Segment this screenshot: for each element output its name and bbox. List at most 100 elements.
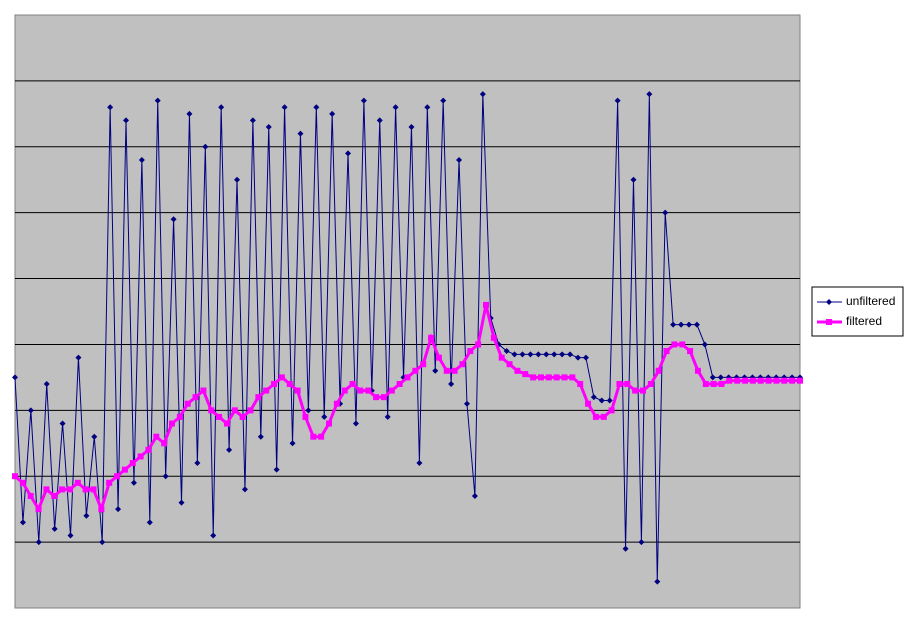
data-point [592,413,599,420]
data-point [90,486,97,493]
data-point [710,380,717,387]
data-point [404,374,411,381]
data-point [432,367,439,374]
data-point [718,380,725,387]
data-point [326,420,332,427]
data-point [543,351,550,358]
data-point [463,400,470,407]
data-point [192,394,199,401]
data-point [91,433,98,440]
data-point [200,387,207,394]
data-point [694,367,701,374]
data-point [345,150,352,157]
data-point [646,91,653,98]
data-point [551,351,558,358]
data-point [590,394,597,401]
data-point [685,321,692,328]
data-point [456,156,463,163]
data-point [27,492,34,499]
data-point [537,374,544,381]
data-point [360,97,367,104]
data-point [388,387,395,394]
data-point [530,374,537,381]
data-point [123,117,130,124]
data-point [709,374,716,381]
legend-box [811,286,904,337]
data-point [202,143,209,150]
data-point [129,460,136,467]
data-point [66,486,73,493]
data-point [514,367,521,374]
data-point [318,433,325,440]
data-point [749,377,756,384]
data-point [305,407,312,414]
data-point [99,539,106,546]
data-point [506,361,513,368]
data-point [380,394,387,401]
data-point [443,367,450,374]
data-point [216,413,223,420]
data-point [511,351,518,358]
data-point [43,486,50,493]
data-point [640,387,646,394]
data-point [670,321,677,328]
data-point [241,486,248,493]
data-point [545,374,552,381]
data-point [663,348,670,355]
data-point [263,387,270,394]
data-point [582,354,589,361]
data-point [467,348,474,355]
data-point [734,377,741,384]
data-point [223,420,230,427]
data-point [701,341,708,348]
data-point [75,354,82,361]
data-point [329,110,336,117]
data-point [616,380,623,387]
data-point [717,374,724,381]
data-point [451,367,458,374]
data-point [265,124,272,131]
data-point [257,433,264,440]
data-point [373,394,380,401]
data-point [12,374,18,381]
data-point [349,380,356,387]
data-point [475,341,482,348]
data-point [647,380,654,387]
data-point [420,361,427,368]
data-point [170,216,177,223]
data-point [535,351,542,358]
data-point [577,380,584,387]
data-point [271,380,278,387]
data-point [384,413,391,420]
data-point [559,351,566,358]
data-point [624,380,631,387]
data-point [693,321,700,328]
data-point [83,512,90,519]
data-point [130,479,137,486]
data-point [218,104,225,111]
data-point [416,460,423,467]
data-point [392,104,399,111]
data-point [239,413,246,420]
data-point [519,351,526,358]
data-point [51,492,58,499]
data-point [289,440,296,447]
data-point [153,433,160,440]
data-point [561,374,568,381]
data-point [35,506,42,513]
data-point [178,499,185,506]
data-point [630,176,637,183]
data-point [632,387,639,394]
legend-label: filtered [846,314,882,328]
data-point [424,104,431,111]
data-point [567,351,574,358]
data-point [614,97,621,104]
data-point [286,380,293,387]
data-point [313,104,320,111]
data-point [98,506,105,513]
data-point [742,377,749,384]
data-point [249,117,256,124]
data-point [522,371,529,378]
data-point [598,397,605,404]
